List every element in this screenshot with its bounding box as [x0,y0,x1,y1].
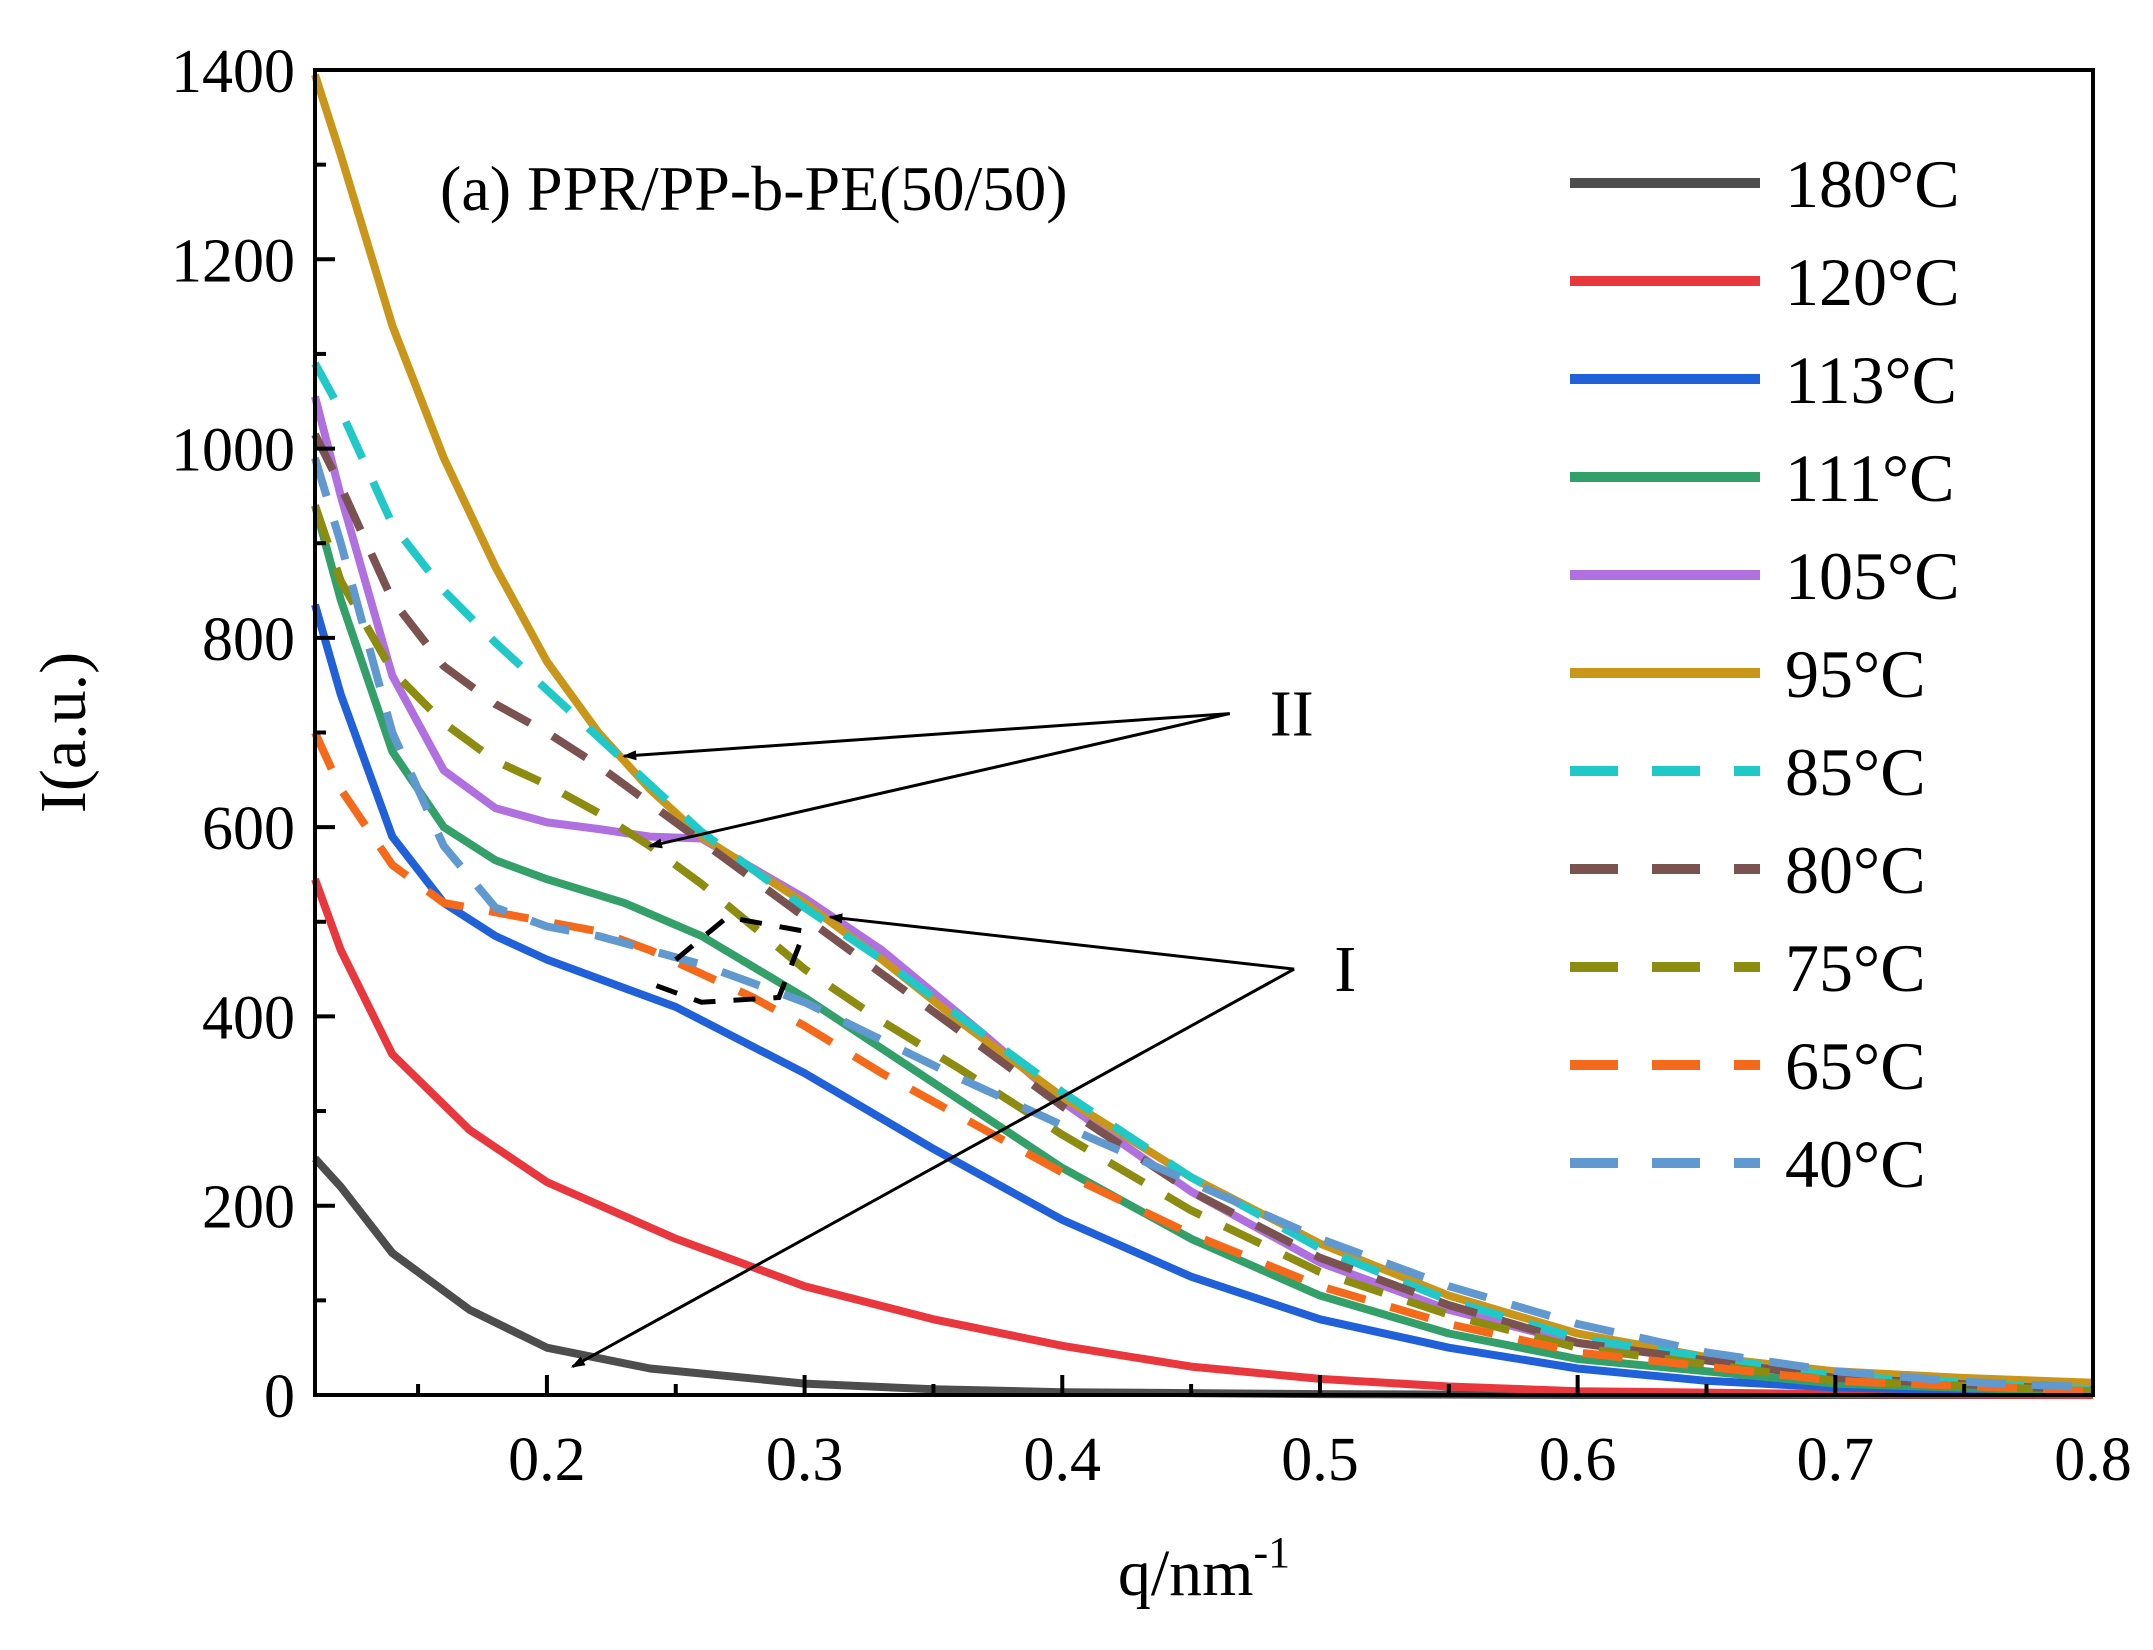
x-tick-label: 0.7 [1797,1426,1875,1494]
y-tick-label: 1200 [171,227,295,295]
y-tick-label: 400 [202,984,295,1052]
series-line-6 [311,361,2094,1394]
legend-label-9: 65°C [1785,1028,1926,1104]
x-tick-label: 0.3 [766,1426,844,1494]
legend-label-6: 85°C [1785,734,1926,810]
legend-label-10: 40°C [1785,1126,1926,1202]
legend-label-5: 95°C [1785,636,1926,712]
annotation-label-I: I [1334,933,1356,1006]
series-line-8 [311,504,2094,1396]
legend-label-0: 180°C [1785,146,1960,222]
y-tick-label: 1000 [171,417,295,485]
series-line-1 [311,877,2094,1399]
annotation-arrow [648,712,1231,849]
x-axis-label: q/nm-1 [1118,1528,1290,1610]
x-tick-label: 0.2 [508,1426,586,1494]
legend-label-7: 80°C [1785,832,1926,908]
x-tick-label: 0.4 [1024,1426,1102,1494]
series-line-2 [311,603,2094,1398]
legend-label-1: 120°C [1785,244,1960,320]
annotation-arrow [622,712,1230,761]
series-line-9 [311,730,2094,1396]
annotation-label-II: II [1270,678,1314,751]
series-line-5 [311,73,2094,1387]
annotation-arrow [828,913,1295,971]
y-axis-label: I(a.u.) [27,652,100,813]
legend-label-3: 111°C [1785,440,1955,516]
series-line-7 [311,432,2094,1395]
legend-label-8: 75°C [1785,930,1926,1006]
legend-label-2: 113°C [1785,342,1957,418]
y-tick-label: 0 [264,1363,295,1431]
y-tick-label: 600 [202,795,295,863]
region-I-guide [649,914,809,1005]
series-line-10 [311,456,2094,1392]
x-axis-label-superscript: -1 [1254,1528,1291,1577]
x-tick-label: 0.8 [2054,1426,2132,1494]
x-tick-label: 0.6 [1539,1426,1617,1494]
x-tick-label: 0.5 [1281,1426,1359,1494]
y-tick-label: 800 [202,606,295,674]
series-line-4 [311,395,2094,1395]
chart-title: (a) PPR/PP-b-PE(50/50) [440,153,1068,224]
annotations: III [570,678,1356,1368]
legend: 180°C 120°C 113°C 111°C 105°C 95°C 85°C 80°C 75°… [1570,146,1960,1202]
annotation-arrow [570,967,1295,1368]
legend-label-4: 105°C [1785,538,1960,614]
plot-lines [311,73,2094,1399]
y-tick-label: 200 [202,1174,295,1242]
y-tick-label: 1400 [171,38,295,106]
